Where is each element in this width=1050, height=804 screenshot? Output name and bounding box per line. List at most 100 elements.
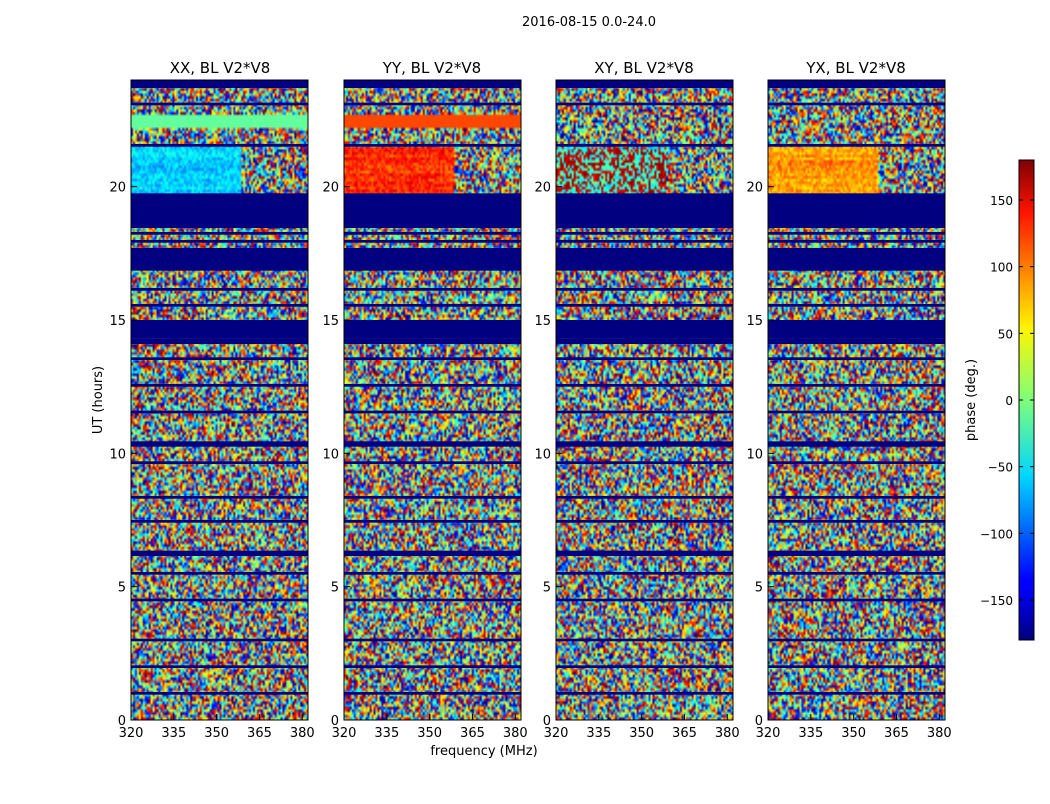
flagged-band [556, 572, 733, 575]
flagged-band [768, 638, 945, 642]
x-axis-label: frequency (MHz) [430, 744, 537, 759]
x-tick-label: 350 [841, 726, 866, 741]
flagged-band [131, 665, 308, 668]
x-tick-label: 320 [544, 726, 569, 741]
flagged-band [131, 80, 308, 88]
flagged-band [556, 598, 733, 602]
colorbar-tick-label: 50 [998, 327, 1013, 341]
flagged-band [768, 304, 945, 307]
y-tick-label: 0 [331, 714, 339, 729]
flagged-band [768, 692, 945, 695]
flagged-band [344, 598, 521, 602]
flagged-band [556, 193, 733, 228]
flagged-band [768, 288, 945, 291]
flagged-band [131, 232, 308, 235]
x-tick-label: 365 [884, 726, 909, 741]
x-tick-label: 380 [927, 726, 952, 741]
flagged-band [556, 496, 733, 499]
flagged-band [768, 441, 945, 447]
flagged-band [131, 550, 308, 556]
flagged-band [556, 288, 733, 291]
y-tick-label: 0 [755, 714, 763, 729]
y-tick-label: 10 [109, 447, 126, 462]
panel-yy: YY, BL V2*V8 320 335 350 365 380 0 5 10 15 20 [322, 59, 527, 741]
flagged-band [344, 320, 521, 339]
flagged-band [131, 461, 308, 464]
colorbar: phase (deg.) −150 −100 −50 0 50 100 150 [964, 159, 1035, 641]
y-tick-label: 15 [746, 314, 763, 329]
flagged-band [344, 572, 521, 575]
x-tick-label: 365 [247, 726, 272, 741]
flagged-band [131, 288, 308, 291]
flagged-band [556, 232, 733, 235]
panel-frame [767, 79, 946, 721]
flagged-band [131, 240, 308, 243]
flagged-band [556, 638, 733, 642]
flagged-band [768, 80, 945, 88]
flagged-band [131, 598, 308, 602]
x-tick-label: 350 [204, 726, 229, 741]
flagged-band [768, 520, 945, 523]
panel-title: YX, BL V2*V8 [805, 59, 906, 77]
y-tick-label: 20 [109, 181, 126, 196]
flagged-band [556, 357, 733, 360]
x-tick-label: 380 [290, 726, 315, 741]
flagged-band [131, 638, 308, 642]
flagged-band [768, 357, 945, 360]
y-tick-label: 20 [534, 181, 551, 196]
flagged-band [344, 193, 521, 228]
x-tick-label: 350 [629, 726, 654, 741]
panel-frame [130, 79, 309, 721]
flagged-band [131, 410, 308, 414]
figure-title: 2016-08-15 0.0-24.0 [522, 15, 656, 30]
flagged-band [768, 144, 945, 147]
flagged-band [556, 441, 733, 447]
flagged-band [131, 572, 308, 575]
colorbar-tick-label: 100 [990, 261, 1013, 275]
flagged-band [131, 692, 308, 695]
flagged-band [344, 496, 521, 499]
flagged-band [768, 232, 945, 235]
x-tick-label: 335 [798, 726, 823, 741]
flagged-band [556, 550, 733, 556]
flagged-band [344, 232, 521, 235]
flagged-band [556, 338, 733, 344]
flagged-band [131, 193, 308, 228]
colorbar-tick-label: −100 [980, 527, 1013, 541]
flagged-band [556, 692, 733, 695]
flagged-band [344, 550, 521, 556]
flagged-band [768, 338, 945, 344]
phase-heatmap [344, 80, 521, 720]
flagged-band [556, 520, 733, 523]
phase-heatmap [556, 80, 733, 720]
flagged-band [131, 520, 308, 523]
y-tick-label: 15 [322, 314, 339, 329]
y-tick-label: 20 [746, 181, 763, 196]
y-tick-label: 5 [543, 581, 551, 596]
y-tick-label: 15 [534, 314, 551, 329]
y-tick-label: 5 [331, 581, 339, 596]
x-tick-label: 320 [756, 726, 781, 741]
x-tick-label: 335 [374, 726, 399, 741]
x-tick-label: 350 [417, 726, 442, 741]
flagged-band [344, 304, 521, 307]
x-tick-label: 380 [715, 726, 740, 741]
flagged-band [768, 248, 945, 271]
x-tick-label: 365 [460, 726, 485, 741]
phase-heatmap [768, 80, 945, 720]
flagged-band [344, 665, 521, 668]
flagged-band [768, 384, 945, 387]
colorbar-tick-label: −50 [988, 461, 1013, 475]
flagged-band [768, 665, 945, 668]
flagged-band [768, 320, 945, 339]
flagged-band [344, 461, 521, 464]
panel-yx: YX, BL V2*V8 320 335 350 365 380 0 5 10 15 20 [746, 59, 951, 741]
x-tick-label: 335 [586, 726, 611, 741]
flagged-band [344, 288, 521, 291]
x-tick-label: 335 [161, 726, 186, 741]
flagged-band [131, 384, 308, 387]
flagged-band [131, 496, 308, 499]
flagged-band [768, 550, 945, 556]
y-tick-label: 15 [109, 314, 126, 329]
